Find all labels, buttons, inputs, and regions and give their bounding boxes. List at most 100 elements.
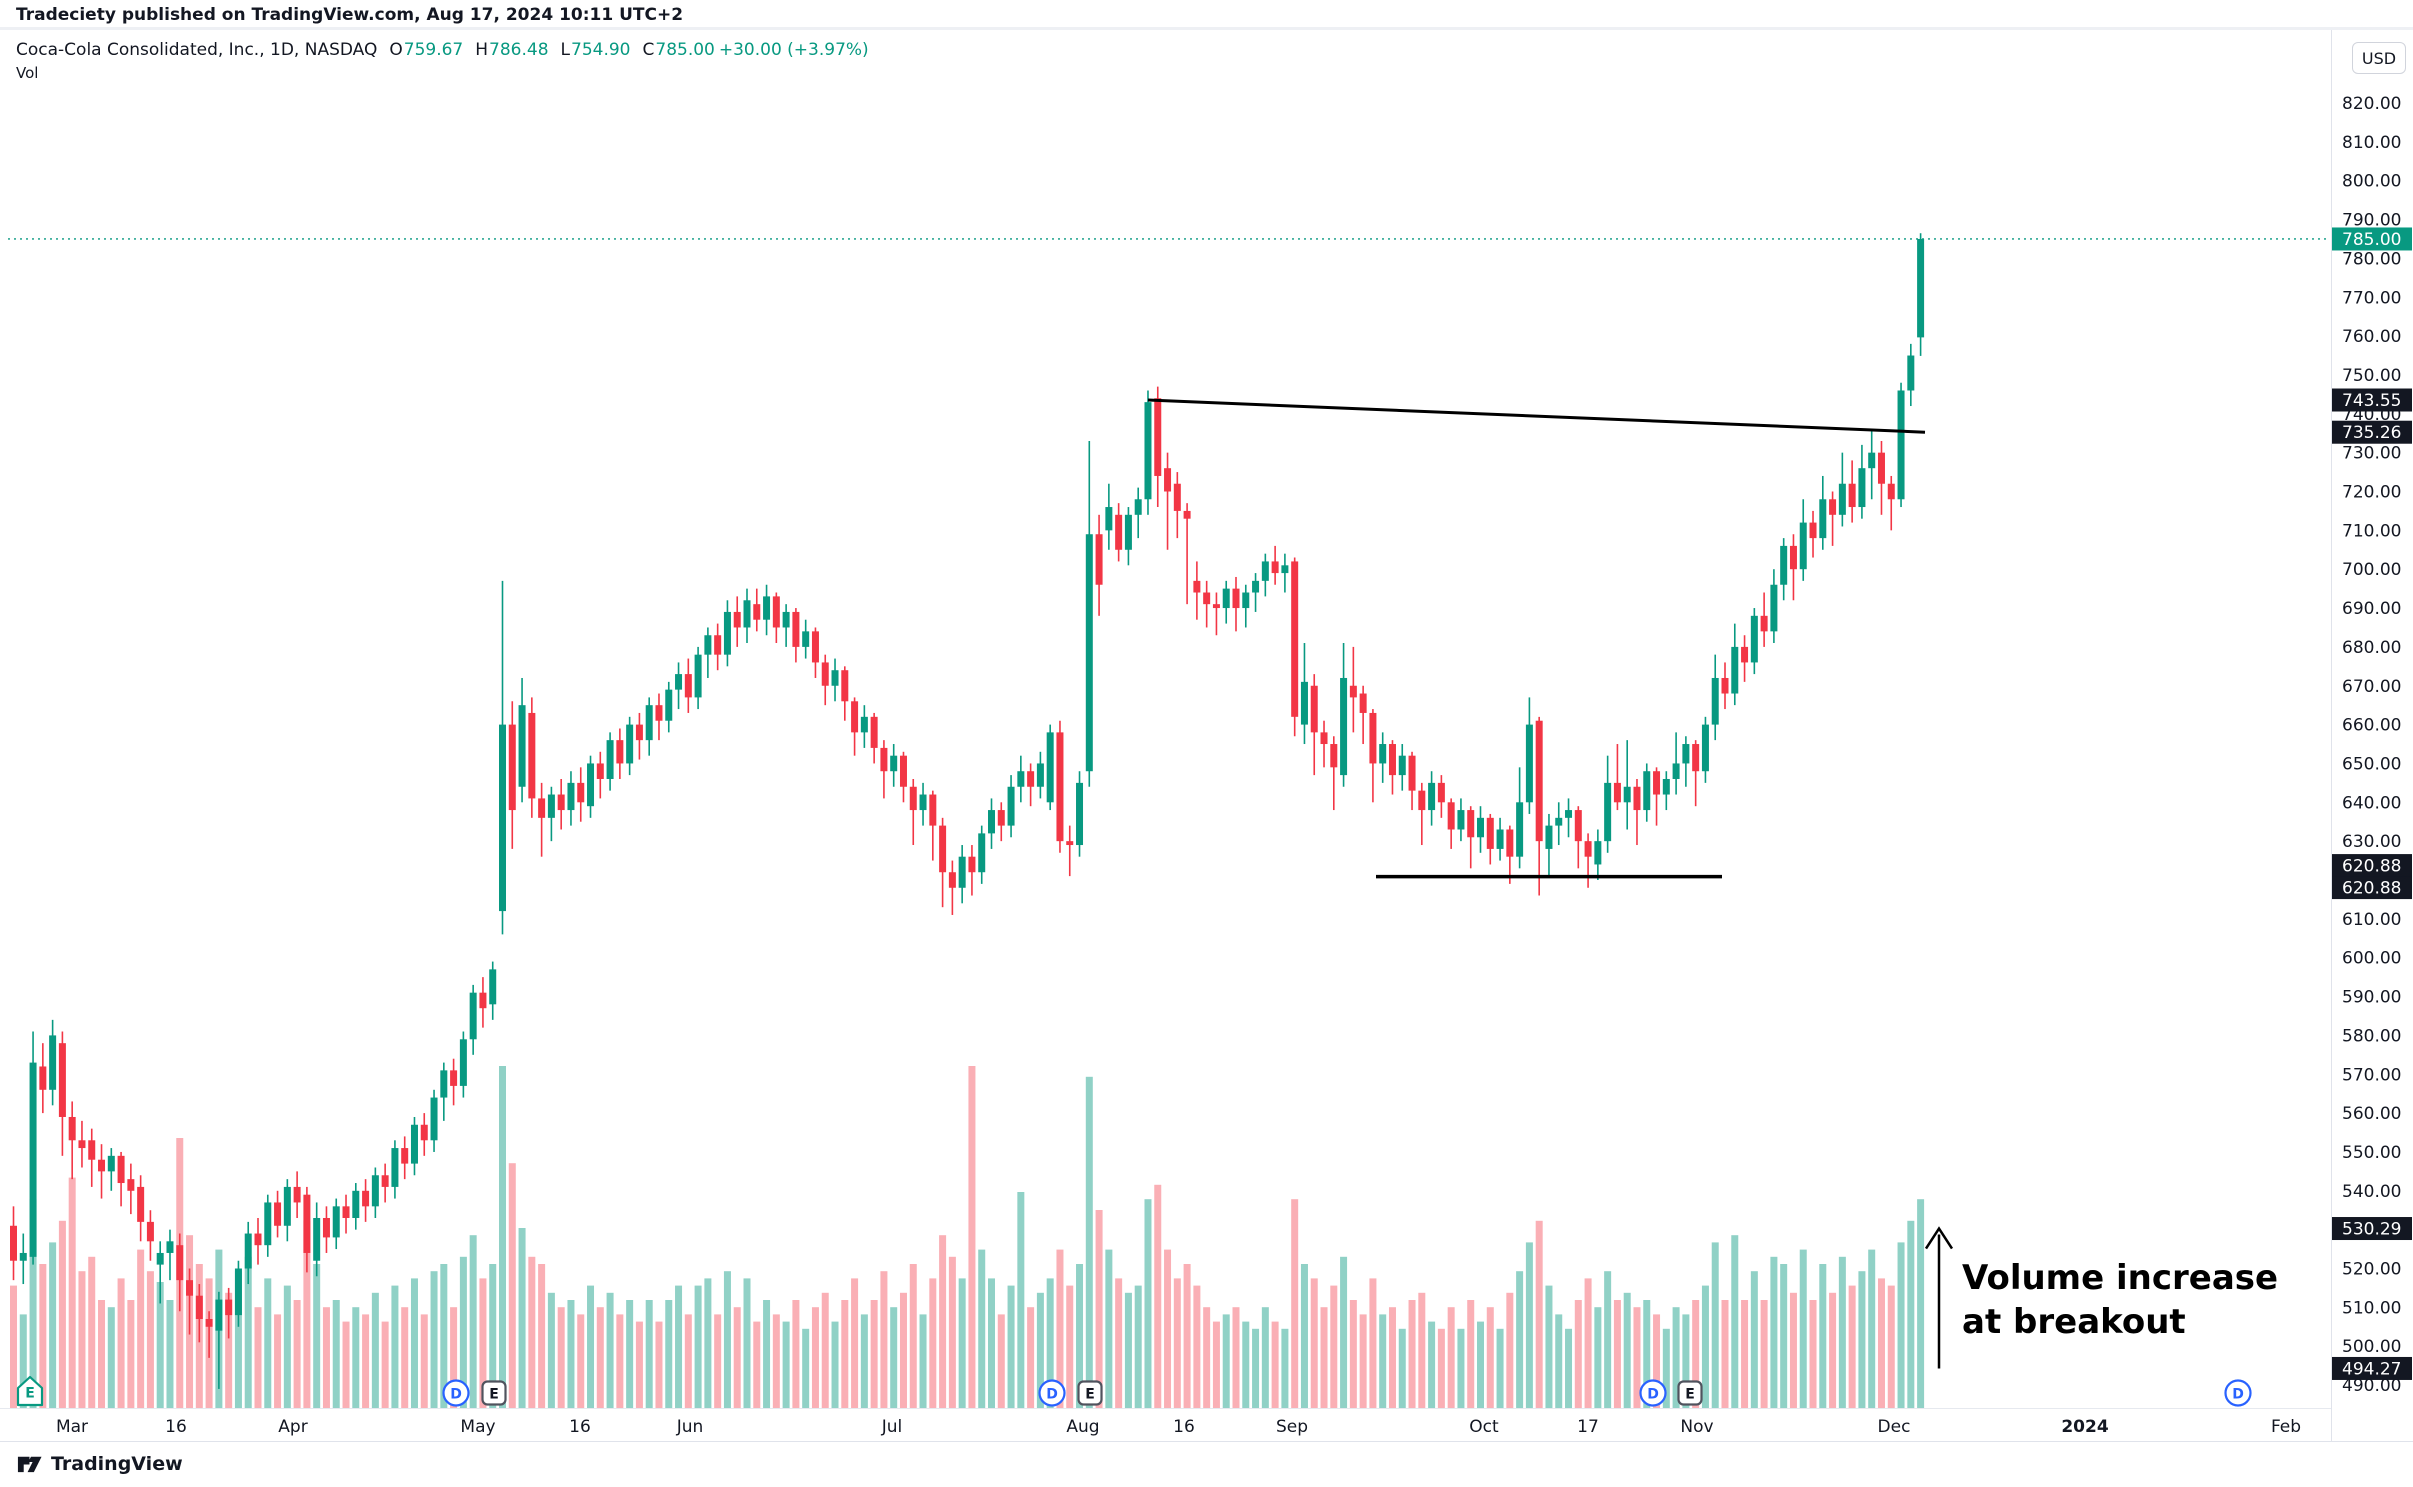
dividend-marker-icon[interactable] — [442, 1379, 470, 1407]
volume-bar — [939, 1235, 947, 1408]
candle-down — [1887, 483, 1895, 500]
candle-down — [58, 1043, 66, 1117]
volume-indicator-label[interactable]: Vol — [16, 64, 39, 82]
time-axis-label[interactable]: 2024 — [2061, 1417, 2108, 1437]
price-axis-label: 540.00 — [2342, 1182, 2401, 1202]
time-axis-label[interactable]: 16 — [1173, 1417, 1195, 1437]
volume-bar — [1076, 1264, 1084, 1408]
resistance-trendline[interactable] — [1147, 398, 1926, 434]
price-axis-label: 750.00 — [2342, 366, 2401, 386]
volume-bar — [743, 1278, 751, 1408]
candle-down — [127, 1179, 135, 1191]
candle-up — [645, 705, 653, 741]
candle-up — [489, 969, 497, 1005]
time-axis-label[interactable]: Dec — [1878, 1417, 1911, 1437]
volume-bar — [1320, 1307, 1328, 1408]
time-axis-label[interactable]: 16 — [165, 1417, 187, 1437]
time-axis-label[interactable]: Jul — [881, 1417, 903, 1437]
volume-bar — [1809, 1300, 1817, 1408]
volume-bar — [1134, 1285, 1142, 1408]
volume-bar — [958, 1278, 966, 1408]
symbol-legend[interactable]: Coca-Cola Consolidated, Inc., 1D, NASDAQ… — [16, 40, 873, 60]
candle-up — [1711, 677, 1719, 725]
time-axis-label[interactable]: May — [460, 1417, 495, 1437]
candle-down — [792, 611, 800, 647]
upcoming-earnings-marker-icon[interactable] — [16, 1375, 44, 1407]
tradingview-watermark[interactable]: TradingView — [16, 1450, 183, 1477]
candle-down — [1506, 829, 1514, 857]
earnings-marker-icon[interactable] — [481, 1380, 507, 1406]
candle-down — [1193, 580, 1201, 593]
candle-up — [567, 782, 575, 811]
candle-down — [10, 1225, 17, 1261]
volume-bar — [1359, 1314, 1367, 1408]
volume-bar — [929, 1278, 937, 1408]
price-badge-label: 620.88 — [2342, 879, 2401, 899]
candle-down — [176, 1245, 184, 1281]
time-axis-top-border — [0, 1408, 2331, 1409]
volume-bar — [1193, 1285, 1201, 1408]
candle-down — [254, 1233, 262, 1246]
volume-bar — [1555, 1314, 1563, 1408]
candle-down — [616, 740, 624, 764]
earnings-marker-icon[interactable] — [1677, 1380, 1703, 1406]
time-axis-label[interactable]: Feb — [2271, 1417, 2301, 1437]
volume-bar — [616, 1314, 624, 1408]
candle-down — [1115, 514, 1123, 550]
volume-bar — [919, 1314, 927, 1408]
price-badge-dark — [2332, 388, 2412, 412]
candle-down — [841, 670, 849, 702]
time-axis-label[interactable]: Sep — [1276, 1417, 1308, 1437]
volume-bar — [401, 1307, 409, 1408]
price-axis-label: 790.00 — [2342, 211, 2401, 231]
volume-bar — [665, 1300, 673, 1408]
price-axis-label: 710.00 — [2342, 521, 2401, 541]
volume-bar — [1056, 1249, 1064, 1408]
candle-down — [1310, 685, 1318, 733]
candle-up — [1858, 468, 1866, 508]
volume-bar — [1516, 1271, 1524, 1408]
time-axis-label[interactable]: Nov — [1680, 1417, 1713, 1437]
volume-bar — [1760, 1300, 1768, 1408]
candle-down — [1486, 817, 1494, 849]
volume-bar — [1271, 1321, 1279, 1408]
candle-down — [322, 1217, 330, 1238]
volume-bar — [1242, 1321, 1250, 1408]
volume-bar — [1447, 1307, 1455, 1408]
volume-bar — [587, 1285, 595, 1408]
volume-bar — [98, 1300, 106, 1408]
candle-down — [753, 604, 761, 620]
price-badge-label: 743.55 — [2342, 391, 2401, 411]
time-axis-label[interactable]: 17 — [1577, 1417, 1599, 1437]
candle-up — [782, 611, 790, 628]
candle-down — [420, 1124, 428, 1141]
candle-up — [371, 1175, 379, 1207]
dividend-marker-icon[interactable] — [1038, 1379, 1066, 1407]
candle-up — [743, 600, 751, 628]
price-axis-label: 720.00 — [2342, 483, 2401, 503]
dividend-marker-icon[interactable] — [2224, 1379, 2252, 1407]
candle-down — [1613, 782, 1621, 803]
time-axis-label[interactable]: Oct — [1469, 1417, 1499, 1437]
candle-up — [107, 1155, 115, 1172]
price-badge-label: 530.29 — [2342, 1220, 2401, 1240]
volume-bar — [1369, 1278, 1377, 1408]
volume-bar — [499, 1066, 506, 1408]
time-axis-label[interactable]: Aug — [1066, 1417, 1099, 1437]
annotation-text[interactable]: Volume increase at breakout — [1962, 1256, 2278, 1344]
candle-down — [1535, 720, 1543, 842]
time-axis-label[interactable]: Apr — [278, 1417, 307, 1437]
candle-down — [1437, 782, 1445, 803]
time-axis-label[interactable]: 16 — [569, 1417, 591, 1437]
dividend-marker-icon[interactable] — [1639, 1379, 1667, 1407]
time-axis-label[interactable]: Mar — [56, 1417, 88, 1437]
volume-bar — [645, 1300, 653, 1408]
earnings-marker-icon[interactable] — [1077, 1380, 1103, 1406]
currency-toggle-button[interactable]: USD — [2352, 42, 2406, 74]
time-axis-label[interactable]: Jun — [676, 1417, 704, 1437]
breakout-arrow-head[interactable] — [1924, 1226, 1954, 1250]
candle-up — [1516, 802, 1524, 857]
volume-bar — [1545, 1285, 1553, 1408]
price-axis-label: 550.00 — [2342, 1143, 2401, 1163]
